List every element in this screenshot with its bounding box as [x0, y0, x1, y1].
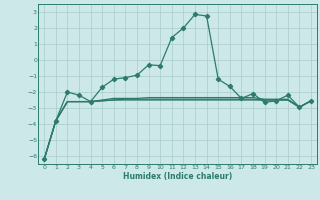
X-axis label: Humidex (Indice chaleur): Humidex (Indice chaleur) [123, 172, 232, 181]
